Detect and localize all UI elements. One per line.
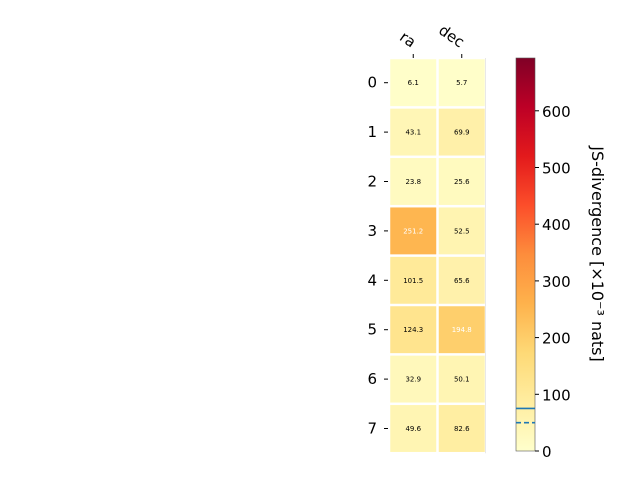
- row-label: 2: [367, 173, 377, 191]
- heatmap-cell: [390, 306, 437, 354]
- heatmap-cell: [390, 256, 437, 304]
- row-labels: 0 1 2 3 4 5 6 7: [367, 74, 388, 438]
- cell-value-label: 5.7: [456, 79, 467, 87]
- cell-value-label: 6.1: [408, 79, 419, 87]
- column-labels: ra dec: [396, 21, 468, 58]
- row-label: 6: [367, 370, 377, 388]
- colorbar: 0 100 200 300 400 500 600 JS-divergence [×10⁻³…: [515, 57, 607, 461]
- heatmap-cell: [438, 306, 485, 354]
- heatmap-cell: [390, 405, 437, 452]
- colorbar-reference-lines: [516, 407, 535, 424]
- colorbar-tick-label: 400: [542, 216, 571, 234]
- column-label: dec: [435, 21, 467, 51]
- colorbar-tick-label: 300: [542, 273, 571, 291]
- heatmap-cell: [438, 207, 485, 255]
- row-label: 1: [367, 123, 377, 141]
- cell-value-label: 194.8: [452, 326, 472, 334]
- heatmap-cell: [390, 108, 437, 156]
- cell-value-label: 32.9: [405, 376, 421, 384]
- heatmap-cell: [438, 355, 485, 403]
- colorbar-tick-label: 100: [542, 386, 571, 404]
- cell-value-label: 82.6: [454, 425, 470, 433]
- cell-value-label: 23.8: [405, 178, 421, 186]
- cell-value-label: 101.5: [403, 277, 423, 285]
- cell-value-label: 52.5: [454, 227, 470, 235]
- column-label: ra: [396, 28, 419, 52]
- cell-value-label: 25.6: [454, 178, 470, 186]
- row-label: 3: [367, 222, 377, 240]
- colorbar-tick-label: 600: [542, 103, 571, 121]
- row-label: 4: [367, 271, 377, 289]
- row-label: 7: [367, 420, 377, 438]
- colorbar-tick-label: 500: [542, 159, 571, 177]
- heatmap-cell: [390, 59, 437, 107]
- heatmap-cell: [438, 158, 485, 205]
- row-label: 5: [367, 321, 377, 339]
- heatmap-cell: [390, 207, 437, 255]
- heatmap-cell: [438, 405, 485, 452]
- row-label: 0: [367, 74, 377, 92]
- cell-value-label: 49.6: [405, 425, 421, 433]
- cell-value-label: 69.9: [454, 129, 470, 137]
- heatmap-cell: [390, 158, 437, 205]
- colorbar-tick-label: 200: [542, 330, 571, 348]
- cell-value-label: 251.2: [403, 227, 423, 235]
- colorbar-gradient: [515, 57, 536, 452]
- cell-value-label: 124.3: [403, 326, 423, 334]
- colorbar-label: JS-divergence [×10⁻³ nats]: [588, 145, 607, 361]
- cell-value-label: 65.6: [454, 277, 470, 285]
- colorbar-ticks: 0 100 200 300 400 500 600: [535, 103, 571, 461]
- heatmap-cell: [438, 108, 485, 156]
- colorbar-tick-label: 0: [542, 443, 552, 461]
- heatmap-grid: 6.1 5.7 43.1 69.9 23.8 25.6 251.2 52.5 101.5 65.6…: [390, 58, 486, 454]
- cell-value-label: 43.1: [405, 129, 421, 137]
- cell-value-label: 50.1: [454, 376, 470, 384]
- heatmap-cell: [390, 355, 437, 403]
- heatmap-cell: [438, 59, 485, 107]
- heatmap-cell: [438, 256, 485, 304]
